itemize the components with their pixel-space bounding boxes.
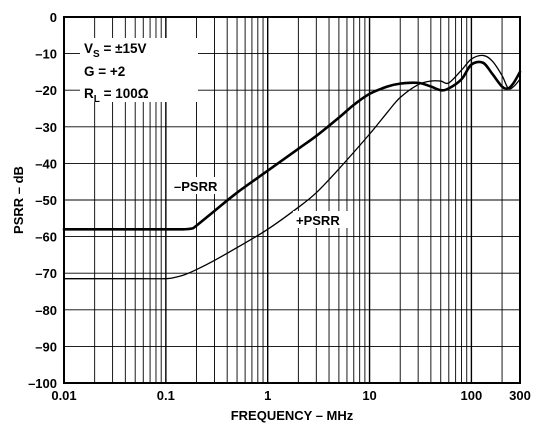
x-tick-label: 10 bbox=[362, 388, 376, 403]
condition-supply-voltage: VS = ±15V bbox=[84, 41, 147, 60]
x-tick-label: 300 bbox=[509, 388, 531, 403]
x-tick-label: 0.1 bbox=[157, 388, 175, 403]
label-plus-psrr: +PSRR bbox=[296, 213, 340, 228]
plot-frame bbox=[63, 16, 521, 384]
y-tick-label: –30 bbox=[35, 120, 57, 135]
x-tick-labels: 0.01 0.1 1 10 100 300 bbox=[51, 388, 531, 403]
y-tick-label: –40 bbox=[35, 156, 57, 171]
x-tick-label: 1 bbox=[264, 388, 271, 403]
label-minus-psrr: –PSRR bbox=[174, 179, 218, 194]
y-tick-label: –20 bbox=[35, 83, 57, 98]
condition-load: RL = 100Ω bbox=[84, 86, 149, 105]
y-tick-label: –90 bbox=[35, 339, 57, 354]
x-tick-label: 100 bbox=[461, 388, 483, 403]
curves bbox=[62, 54, 522, 280]
curve-labels: –PSRR +PSRR bbox=[171, 177, 349, 228]
y-tick-label: –60 bbox=[35, 230, 57, 245]
y-tick-label: 0 bbox=[50, 10, 57, 25]
series-minus-psrr-line bbox=[62, 60, 522, 231]
condition-gain: G = +2 bbox=[84, 64, 125, 79]
x-axis-title: FREQUENCY – MHz bbox=[231, 408, 354, 423]
y-tick-label: –70 bbox=[35, 266, 57, 281]
y-tick-labels: 0 –10 –20 –30 –40 –50 –60 –70 –80 –90 –100 bbox=[28, 10, 57, 391]
y-tick-label: –50 bbox=[35, 193, 57, 208]
y-tick-label: –80 bbox=[35, 303, 57, 318]
test-conditions: VS = ±15V G = +2 RL = 100Ω bbox=[80, 38, 198, 105]
series-plus-psrr-line bbox=[63, 54, 521, 280]
y-tick-label: –10 bbox=[35, 47, 57, 62]
x-tick-label: 0.01 bbox=[51, 388, 76, 403]
y-tick-label: –100 bbox=[28, 376, 57, 391]
y-axis-title: PSRR – dB bbox=[11, 166, 26, 234]
